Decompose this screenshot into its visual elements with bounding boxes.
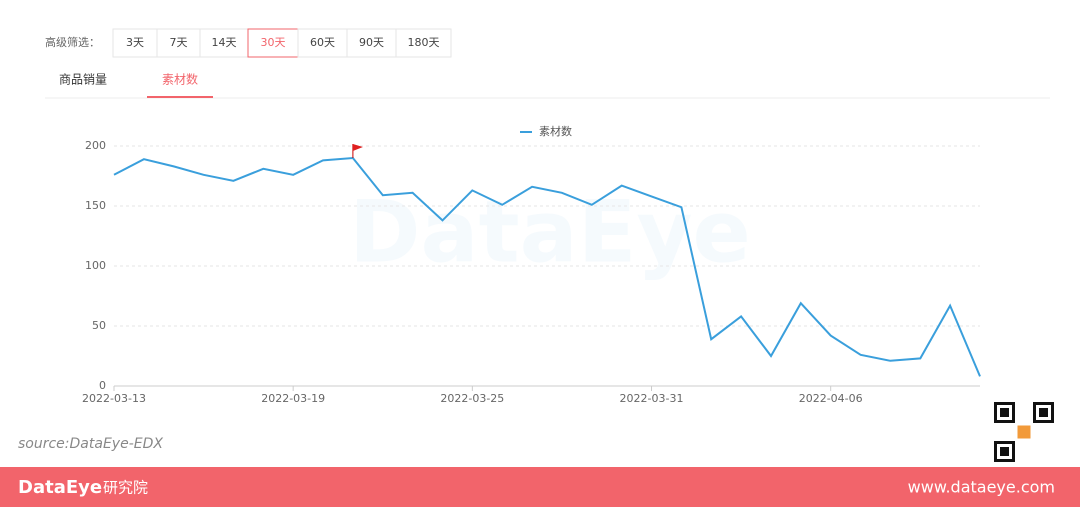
filter-button-label[interactable]: 180天 [408, 36, 440, 49]
qr-finder [994, 402, 1015, 423]
tab[interactable]: 素材数 [162, 72, 198, 87]
filter-button-label[interactable]: 60天 [310, 36, 335, 49]
footer-bar [0, 467, 1080, 507]
series-line [113, 156, 981, 377]
qr-finder [1033, 402, 1054, 423]
tab-underline [147, 96, 213, 98]
filter-button-label[interactable]: 3天 [126, 36, 144, 49]
x-tick-label: 2022-03-19 [261, 392, 325, 405]
source-note: source:DataEye-EDX [18, 436, 163, 452]
filter-label: 高级筛选： [45, 35, 100, 49]
filter-button[interactable] [297, 28, 348, 58]
footer-brand: DataEye [18, 477, 102, 498]
x-tick-label: 2022-03-31 [620, 392, 684, 405]
qr-code [992, 400, 1056, 464]
filter-button[interactable] [395, 28, 452, 58]
y-tick-label: 0 [99, 379, 106, 392]
x-tick-label: 2022-04-06 [799, 392, 863, 405]
filter-button[interactable] [199, 28, 249, 58]
filter-button[interactable] [112, 28, 158, 58]
legend-label: 素材数 [539, 124, 572, 138]
qr-logo [1016, 424, 1032, 440]
filter-button-label[interactable]: 30天 [261, 36, 286, 49]
max-flag [352, 144, 363, 151]
y-tick-label: 200 [85, 139, 106, 152]
y-tick-label: 100 [85, 259, 106, 272]
qr-finder [994, 441, 1015, 462]
qr-finder-core [1000, 408, 1009, 417]
y-tick-label: 150 [85, 199, 106, 212]
filter-button[interactable] [346, 28, 397, 58]
footer-url: www.dataeye.com [908, 478, 1055, 497]
footer-brand-suffix: 研究院 [103, 479, 148, 497]
filter-button-label[interactable]: 90天 [359, 36, 384, 49]
filter-button[interactable] [247, 28, 299, 58]
tab[interactable]: 商品销量 [59, 72, 107, 87]
y-tick-label: 50 [92, 319, 106, 332]
x-tick-label: 2022-03-25 [440, 392, 504, 405]
filter-button-label[interactable]: 14天 [212, 36, 237, 49]
qr-finder-core [1039, 408, 1048, 417]
filter-button-label[interactable]: 7天 [170, 36, 188, 49]
qr-finder-core [1000, 447, 1009, 456]
x-tick-label: 2022-03-13 [82, 392, 146, 405]
filter-button[interactable] [156, 28, 201, 58]
watermark: DataEye [349, 182, 751, 282]
